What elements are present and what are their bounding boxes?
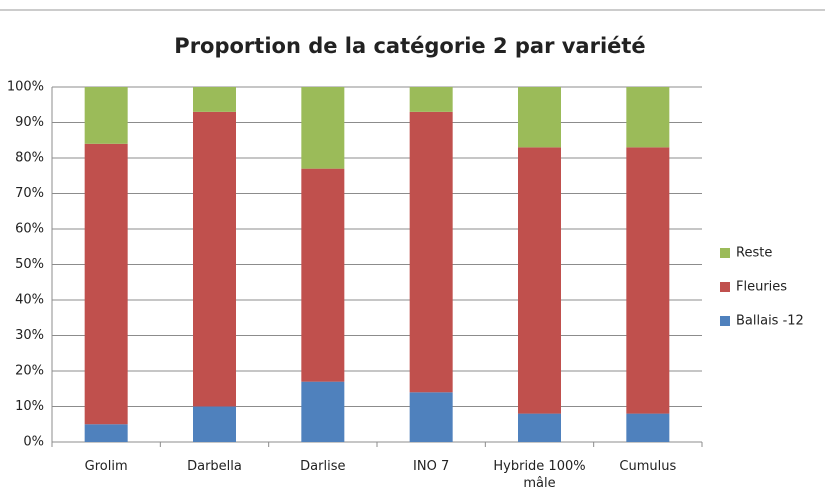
bar-segment (84, 87, 128, 144)
legend-swatch (720, 316, 730, 326)
legend-label: Ballais -12 (736, 314, 804, 329)
x-tick-label: Darbella (187, 459, 242, 474)
bar-segment (301, 381, 345, 442)
y-tick-label: 100% (7, 80, 44, 95)
y-tick-label: 60% (15, 222, 44, 237)
bar-segment (409, 111, 453, 393)
bar-segment (626, 87, 670, 148)
bar-segment (193, 406, 236, 442)
legend-swatch (720, 282, 730, 292)
x-tick-label: Darlise (300, 459, 346, 474)
bar-segment (409, 392, 453, 442)
x-tick-label: INO 7 (413, 459, 450, 474)
bar-segment (301, 87, 345, 169)
bar-segment (301, 168, 345, 382)
bar-segment (409, 87, 453, 112)
y-tick-label: 20% (15, 364, 44, 379)
y-tick-label: 80% (15, 151, 44, 166)
y-tick-label: 50% (15, 257, 44, 272)
y-tick-label: 70% (15, 186, 44, 201)
x-tick-label: Grolim (84, 459, 128, 474)
bar-segment (193, 111, 236, 407)
bar-segment (626, 147, 670, 414)
bar-segment (193, 87, 236, 112)
bar-segment (518, 147, 561, 414)
bar-segment (518, 413, 561, 442)
y-tick-label: 90% (15, 115, 44, 130)
bar-segment (626, 413, 670, 442)
chart-title: Proportion de la catégorie 2 par variété (174, 34, 645, 58)
bar-segment (84, 424, 128, 442)
bar-segment (84, 143, 128, 425)
x-tick-label: Hybride 100% mâle (493, 459, 586, 491)
legend-label: Reste (736, 246, 772, 261)
y-tick-label: 10% (15, 399, 44, 414)
legend-label: Fleuries (736, 280, 787, 295)
y-tick-label: 0% (23, 435, 44, 450)
y-tick-label: 40% (15, 293, 44, 308)
x-tick-label: Cumulus (619, 459, 677, 474)
legend-swatch (720, 248, 730, 258)
bar-segment (518, 87, 561, 148)
y-tick-label: 30% (15, 328, 44, 343)
